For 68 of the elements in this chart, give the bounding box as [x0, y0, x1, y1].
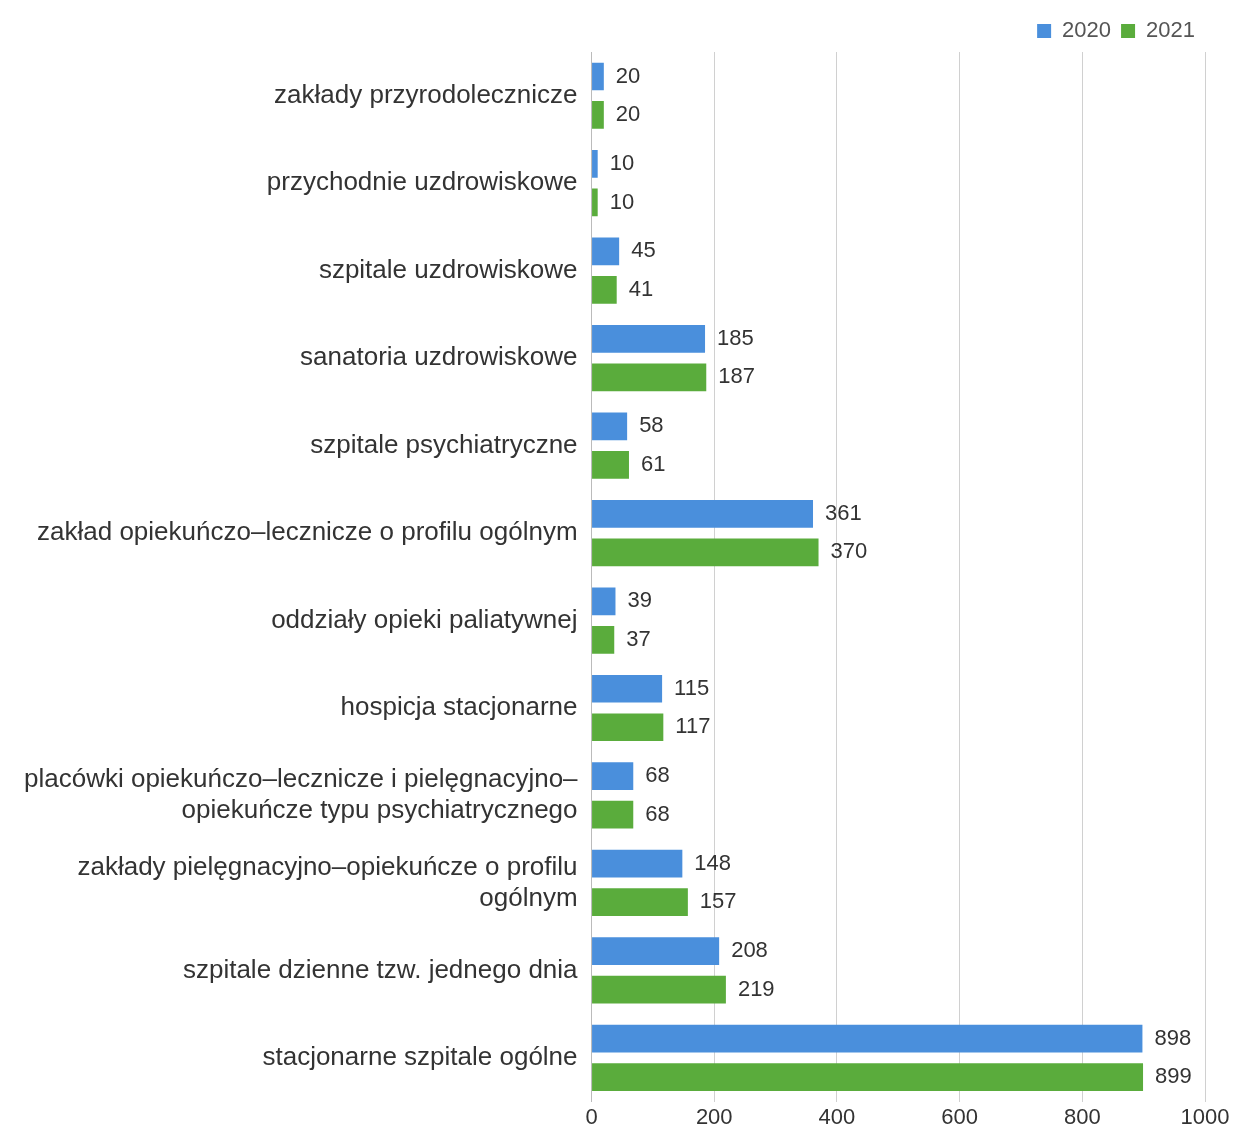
data-label: 10 — [609, 188, 635, 214]
data-label: 898 — [1154, 1024, 1192, 1050]
legend-label: 2020 — [1062, 17, 1112, 43]
bar — [592, 849, 683, 878]
x-tick-label: 600 — [941, 1103, 978, 1129]
data-label: 58 — [639, 412, 664, 438]
y-tick-label: szpitale psychiatryczne — [310, 428, 578, 459]
bar — [592, 412, 628, 441]
x-tick-label: 800 — [1063, 1103, 1101, 1129]
data-label: 148 — [694, 849, 732, 875]
bar — [592, 975, 726, 1004]
bar — [592, 538, 819, 567]
y-tick-label: szpitale dzienne tzw. jednego dnia — [182, 953, 579, 984]
data-label: 68 — [645, 800, 670, 826]
data-label: 68 — [645, 762, 670, 788]
x-tick-label: 0 — [585, 1103, 598, 1129]
x-tick-label: 200 — [695, 1103, 733, 1129]
data-label: 45 — [631, 237, 656, 263]
y-tick-label: hospicja stacjonarne — [340, 691, 578, 722]
data-label: 117 — [675, 713, 711, 739]
x-tick-label: 400 — [818, 1103, 856, 1129]
y-tick-label: placówki opiekuńczo–lecznicze i pielęgnacyjno–opiekuńcze typu psychiatrycznego — [23, 763, 579, 825]
bar — [592, 450, 629, 479]
x-tick-label: 1000 — [1180, 1103, 1230, 1129]
y-tick-label: sanatoria uzdrowiskowe — [300, 341, 578, 372]
bar — [592, 1063, 1144, 1091]
bar — [592, 363, 707, 392]
bar — [592, 499, 814, 528]
bar — [592, 762, 634, 791]
data-label: 370 — [830, 538, 868, 564]
bar — [592, 276, 617, 304]
data-label: 20 — [615, 101, 641, 127]
data-label: 61 — [640, 450, 666, 476]
y-tick-label: zakłady przyrodolecznicze — [274, 78, 578, 109]
data-label: 219 — [737, 975, 775, 1001]
bar — [592, 587, 616, 616]
data-label: 208 — [731, 937, 768, 963]
legend-label: 2021 — [1146, 17, 1196, 43]
bar — [592, 188, 598, 217]
data-label: 115 — [674, 674, 710, 700]
bar — [592, 674, 663, 703]
y-tick-label: zakłady pielęgnacyjno–opiekuńcze o profilu ogólnym — [77, 850, 578, 912]
bar — [592, 101, 604, 129]
bar — [592, 713, 664, 742]
y-tick-label: szpitale uzdrowiskowe — [318, 253, 578, 284]
bar — [592, 325, 706, 353]
data-label: 157 — [699, 888, 737, 914]
bar — [592, 62, 604, 91]
bar — [592, 800, 634, 829]
y-tick-label: zakład opiekuńczo–lecznicze o profilu ogólnym — [37, 516, 578, 547]
data-label: 20 — [615, 62, 641, 88]
bar — [592, 937, 720, 966]
data-label: 37 — [626, 625, 651, 651]
y-tick-label: stacjonarne szpitale ogólne — [262, 1041, 578, 1072]
data-label: 41 — [628, 275, 654, 301]
y-tick-label: przychodnie uzdrowiskowe — [266, 166, 578, 197]
bar — [592, 237, 620, 266]
bar — [592, 888, 688, 917]
bar — [592, 625, 615, 654]
data-label: 361 — [825, 499, 862, 525]
data-label: 10 — [609, 150, 635, 176]
bar — [592, 1024, 1143, 1053]
y-tick-label: oddziały opieki paliatywnej — [271, 603, 578, 634]
data-label: 187 — [718, 363, 755, 389]
data-label: 899 — [1155, 1063, 1192, 1089]
data-label: 185 — [717, 324, 754, 350]
bar — [592, 150, 598, 178]
data-label: 39 — [627, 587, 652, 613]
